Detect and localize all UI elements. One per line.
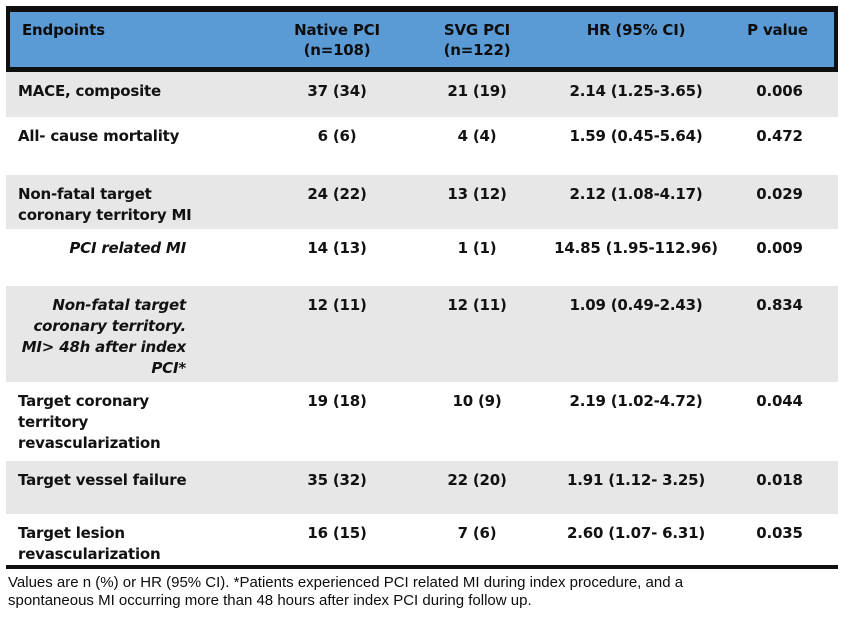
svg-pci-cell: 21 (19) — [403, 72, 551, 117]
p-value-cell: 0.044 — [721, 382, 838, 461]
hr-ci-cell: 2.60 (1.07- 6.31) — [551, 514, 721, 569]
native-pci-cell: 16 (15) — [271, 514, 403, 569]
endpoint-cell: Target vessel failure — [6, 461, 271, 514]
table-row: Non-fatal target coronary territory MI 2… — [6, 175, 838, 229]
table-row: Target vessel failure 35 (32) 22 (20) 1.… — [6, 461, 838, 514]
hr-ci-cell: 2.19 (1.02-4.72) — [551, 382, 721, 461]
column-header-label: Endpoints — [22, 21, 105, 39]
table-header-row: Endpoints Native PCI (n=108) SVG PCI (n=… — [6, 6, 838, 72]
column-header-endpoints: Endpoints — [6, 6, 271, 72]
native-pci-cell: 6 (6) — [271, 117, 403, 175]
hr-ci-cell: 1.09 (0.49-2.43) — [551, 286, 721, 382]
svg-pci-cell: 22 (20) — [403, 461, 551, 514]
results-table: Endpoints Native PCI (n=108) SVG PCI (n=… — [6, 6, 838, 569]
hr-ci-cell: 1.59 (0.45-5.64) — [551, 117, 721, 175]
table-row: Non-fatal target coronary territory. MI>… — [6, 286, 838, 382]
table-row: Target lesion revascularization 16 (15) … — [6, 514, 838, 569]
column-header-native-pci: Native PCI (n=108) — [271, 6, 403, 72]
endpoint-cell: Target lesion revascularization — [6, 514, 271, 569]
table-row: All- cause mortality 6 (6) 4 (4) 1.59 (0… — [6, 117, 838, 175]
p-value-cell: 0.029 — [721, 175, 838, 229]
p-value-cell: 0.018 — [721, 461, 838, 514]
endpoint-cell: Non-fatal target coronary territory. MI>… — [6, 286, 271, 382]
column-header-label: SVG PCI — [443, 21, 511, 39]
endpoint-cell: MACE, composite — [6, 72, 271, 117]
svg-pci-cell: 1 (1) — [403, 229, 551, 286]
native-pci-cell: 19 (18) — [271, 382, 403, 461]
p-value-cell: 0.006 — [721, 72, 838, 117]
native-pci-cell: 37 (34) — [271, 72, 403, 117]
table-row: MACE, composite 37 (34) 21 (19) 2.14 (1.… — [6, 72, 838, 117]
native-pci-cell: 35 (32) — [271, 461, 403, 514]
native-pci-cell: 12 (11) — [271, 286, 403, 382]
column-header-label: Native PCI — [294, 21, 380, 39]
svg-pci-cell: 10 (9) — [403, 382, 551, 461]
table-row: Target coronary territory revascularizat… — [6, 382, 838, 461]
native-pci-cell: 24 (22) — [271, 175, 403, 229]
p-value-cell: 0.009 — [721, 229, 838, 286]
endpoint-cell: Target coronary territory revascularizat… — [6, 382, 271, 461]
svg-pci-cell: 13 (12) — [403, 175, 551, 229]
table-row: PCI related MI 14 (13) 1 (1) 14.85 (1.95… — [6, 229, 838, 286]
p-value-cell: 0.834 — [721, 286, 838, 382]
endpoint-cell: Non-fatal target coronary territory MI — [6, 175, 271, 229]
hr-ci-cell: 2.14 (1.25-3.65) — [551, 72, 721, 117]
column-header-hr-ci: HR (95% CI) — [551, 6, 721, 72]
column-header-p-value: P value — [721, 6, 838, 72]
column-header-sub: (n=122) — [443, 40, 511, 59]
p-value-cell: 0.472 — [721, 117, 838, 175]
column-header-label: HR (95% CI) — [586, 21, 686, 39]
endpoint-cell: PCI related MI — [6, 229, 271, 286]
endpoint-cell: All- cause mortality — [6, 117, 271, 175]
svg-pci-cell: 4 (4) — [403, 117, 551, 175]
hr-ci-cell: 1.91 (1.12- 3.25) — [551, 461, 721, 514]
svg-pci-cell: 12 (11) — [403, 286, 551, 382]
column-header-sub: (n=108) — [303, 40, 371, 59]
hr-ci-cell: 2.12 (1.08-4.17) — [551, 175, 721, 229]
column-header-label: P value — [747, 21, 808, 39]
column-header-svg-pci: SVG PCI (n=122) — [403, 6, 551, 72]
native-pci-cell: 14 (13) — [271, 229, 403, 286]
p-value-cell: 0.035 — [721, 514, 838, 569]
hr-ci-cell: 14.85 (1.95-112.96) — [551, 229, 721, 286]
svg-pci-cell: 7 (6) — [403, 514, 551, 569]
table-footnote: Values are n (%) or HR (95% CI). *Patien… — [8, 574, 684, 610]
